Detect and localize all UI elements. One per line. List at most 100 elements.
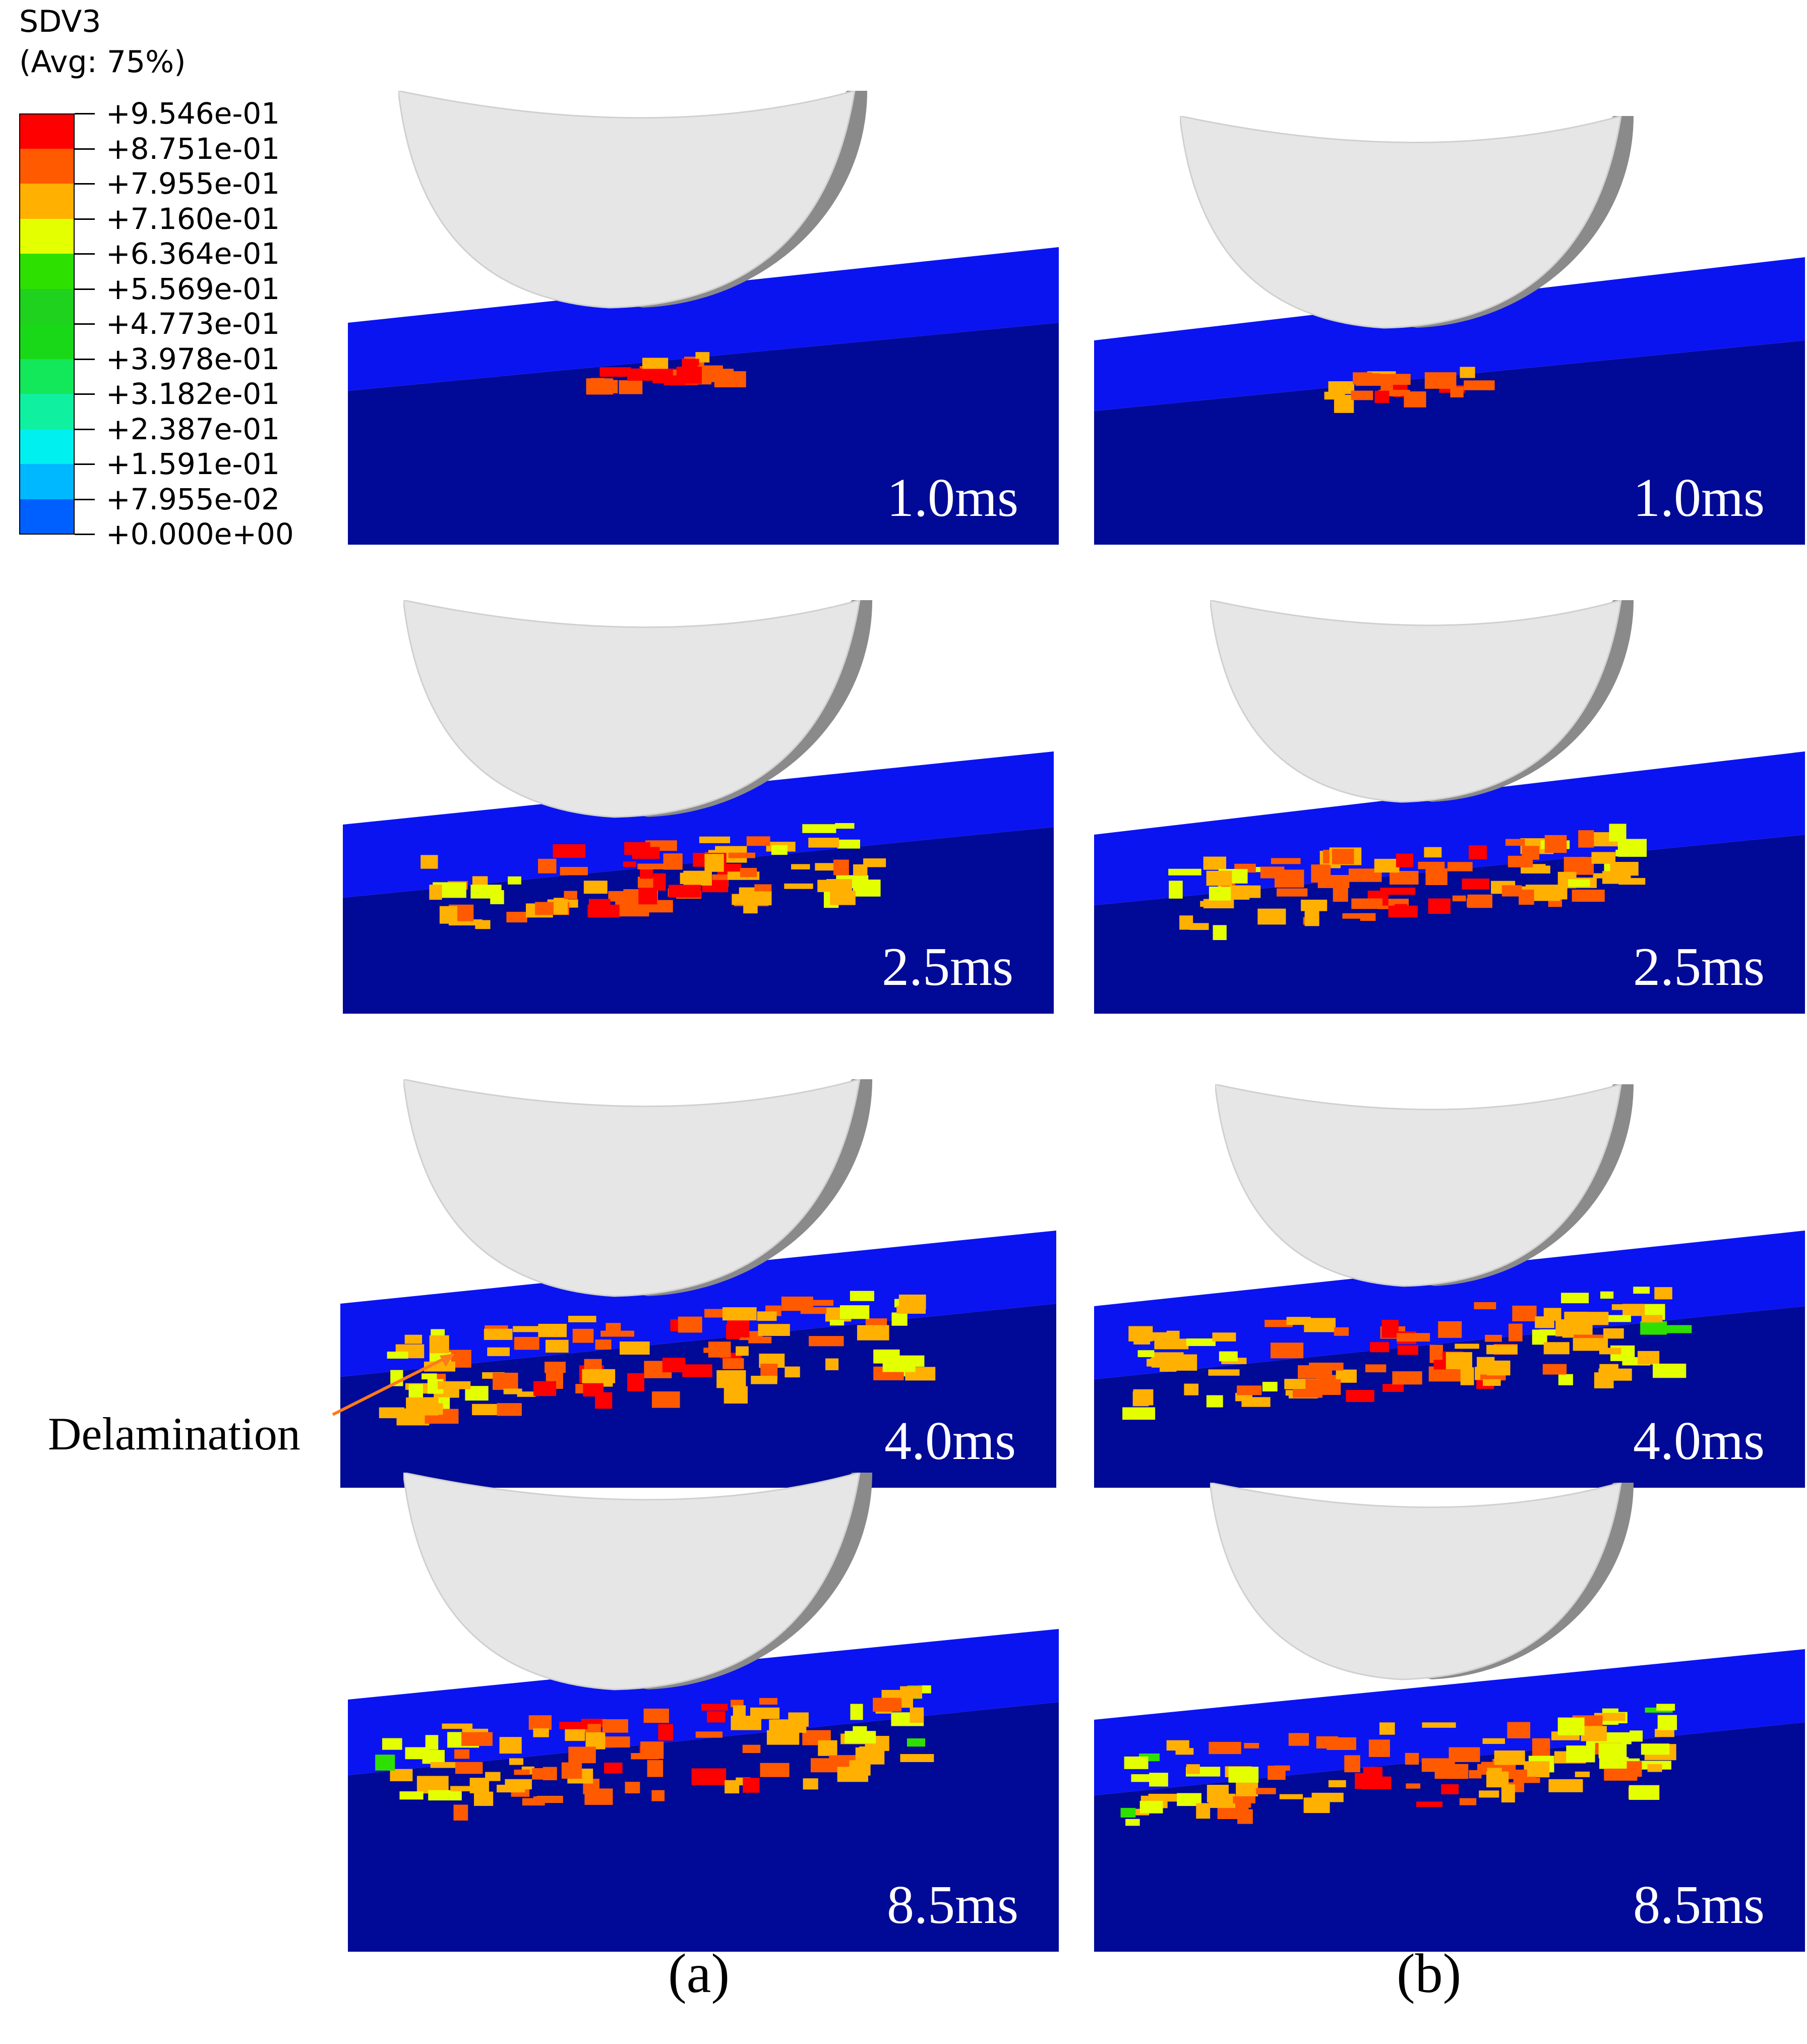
damage-element <box>1609 824 1627 842</box>
damage-element <box>1397 1333 1430 1342</box>
damage-element <box>421 1373 437 1380</box>
damage-element <box>1360 913 1376 921</box>
damage-element <box>1557 1717 1585 1735</box>
damage-element <box>624 842 650 855</box>
damage-element <box>1236 1782 1258 1797</box>
damage-element <box>1184 1383 1199 1395</box>
damage-element <box>746 836 770 846</box>
legend-tick <box>75 288 95 290</box>
damage-element <box>1598 1743 1627 1759</box>
legend-label: +3.978e-01 <box>106 341 280 376</box>
damage-element <box>1448 862 1473 871</box>
damage-element <box>1602 871 1631 884</box>
damage-element <box>1611 1304 1638 1310</box>
impactor-hemisphere <box>398 91 868 309</box>
damage-element <box>1449 1747 1480 1762</box>
damage-element <box>1477 1357 1495 1372</box>
damage-element <box>553 844 586 858</box>
damage-element <box>743 1778 760 1793</box>
damage-element <box>387 1352 408 1359</box>
legend-swatch <box>19 429 75 464</box>
damage-element <box>1585 1312 1609 1325</box>
damage-element <box>1480 1374 1505 1381</box>
damage-element <box>1389 870 1419 885</box>
damage-element <box>514 1337 539 1350</box>
damage-element <box>1445 1352 1472 1370</box>
time-label: 1.0ms <box>1633 468 1765 528</box>
plate-top-layer <box>348 247 1059 391</box>
damage-element <box>728 852 756 858</box>
laminate-plate <box>348 1629 1059 1952</box>
damage-element <box>627 1373 644 1391</box>
laminate-plate <box>343 751 1054 1014</box>
damage-element <box>760 1763 790 1777</box>
damage-element <box>1519 889 1534 905</box>
damage-element <box>1203 856 1227 870</box>
frame-a-3: 4.0ms <box>340 1231 1056 1488</box>
damage-element <box>750 1707 780 1719</box>
damage-element <box>379 1407 405 1419</box>
damage-element <box>1464 380 1495 390</box>
damage-element <box>658 1724 673 1741</box>
damage-element <box>1380 888 1416 895</box>
damage-element <box>740 867 757 878</box>
damage-element <box>754 884 772 894</box>
damage-element <box>703 1348 731 1353</box>
damage-element <box>1452 895 1466 902</box>
damage-element <box>390 1769 413 1781</box>
damage-element <box>1424 372 1457 389</box>
damage-element <box>1279 1794 1303 1799</box>
damage-element <box>1125 1819 1140 1826</box>
damage-element <box>1532 1738 1550 1756</box>
damage-element <box>850 1704 863 1720</box>
damage-element <box>1264 1320 1293 1327</box>
damage-element <box>1124 1756 1149 1769</box>
damage-element <box>837 839 860 849</box>
damage-element <box>1271 858 1301 864</box>
damage-element <box>1297 1365 1333 1379</box>
damage-element <box>833 859 849 875</box>
damage-element <box>565 1729 585 1741</box>
time-label: 8.5ms <box>886 1875 1018 1935</box>
damage-element <box>1209 1741 1241 1755</box>
damage-element <box>1208 1369 1240 1376</box>
legend-label: +7.160e-01 <box>106 201 280 236</box>
damage-element <box>474 1791 494 1806</box>
frame-b-4: 8.5ms <box>1094 1649 1805 1952</box>
damage-element <box>1474 1302 1496 1310</box>
damage-element <box>600 1330 634 1337</box>
damage-element <box>829 1320 845 1326</box>
damage-element <box>1213 925 1227 941</box>
laminate-plate <box>1094 751 1805 1014</box>
damage-element <box>509 1758 523 1765</box>
damage-element <box>891 1312 908 1326</box>
damage-element <box>640 1741 664 1759</box>
damage-element <box>438 1381 471 1389</box>
damage-element <box>1230 885 1261 898</box>
legend-tick <box>75 253 95 255</box>
frame-a-1: 1.0ms <box>348 247 1059 545</box>
damage-element <box>1327 1737 1356 1750</box>
damage-element <box>1501 1784 1515 1803</box>
damage-element <box>1396 853 1413 867</box>
damage-element <box>1647 1764 1662 1772</box>
damage-element <box>1137 1350 1155 1358</box>
legend-tick <box>75 218 95 220</box>
damage-element <box>853 880 881 897</box>
damage-element <box>532 1768 557 1780</box>
damage-element <box>809 1336 844 1347</box>
damage-element <box>651 1790 665 1801</box>
damage-element <box>408 1384 423 1399</box>
damage-element <box>1561 1293 1589 1304</box>
damage-element <box>771 845 788 855</box>
damage-element <box>625 1782 640 1793</box>
damage-element <box>800 1307 827 1314</box>
caption-b: (b) <box>1397 1943 1462 2004</box>
damage-element <box>454 1749 470 1759</box>
damage-element <box>1633 1287 1650 1294</box>
damage-element <box>839 1305 870 1319</box>
caption-a: (a) <box>668 1943 730 2004</box>
damage-element <box>505 1779 532 1790</box>
damage-element <box>1591 852 1616 864</box>
damage-element <box>669 885 701 898</box>
